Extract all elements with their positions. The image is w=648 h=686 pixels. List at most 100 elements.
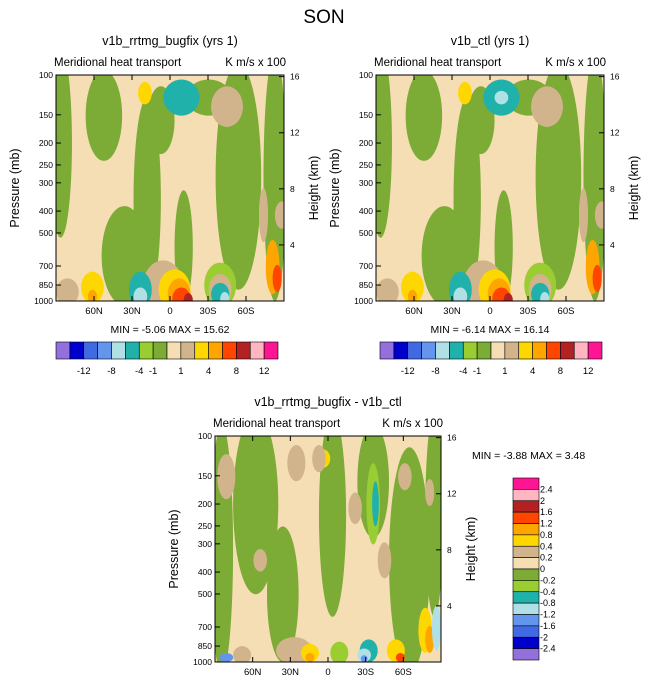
colorbar-label: -1 bbox=[149, 366, 157, 377]
colorbar-swatch bbox=[393, 341, 409, 360]
min-max-stats: MIN = -5.06 MAX = 15.62 bbox=[110, 324, 229, 336]
colorbar-swatch bbox=[512, 648, 540, 661]
x-tick-label: 60N bbox=[405, 306, 423, 317]
contour-region bbox=[376, 75, 392, 238]
colorbar-swatch bbox=[83, 341, 98, 360]
contour-region bbox=[81, 271, 104, 301]
colorbar-label: 2 bbox=[540, 496, 545, 506]
contour-region bbox=[531, 86, 563, 127]
height-tick-label: 16 bbox=[610, 72, 620, 82]
colorbar-label: -12 bbox=[77, 366, 91, 377]
colorbar-swatch bbox=[476, 341, 492, 360]
contour-region bbox=[85, 75, 123, 161]
x-tick-label: 60S bbox=[558, 306, 575, 317]
y-tick-label: 1000 bbox=[354, 296, 373, 306]
contour-field bbox=[376, 75, 604, 301]
contour-region bbox=[535, 75, 582, 290]
contour-region bbox=[458, 81, 472, 105]
colorbar-label: -1.2 bbox=[540, 610, 556, 620]
colorbar-label: 4 bbox=[206, 366, 211, 377]
contour-region bbox=[583, 75, 604, 301]
height-tick-label: 8 bbox=[447, 545, 452, 555]
colorbar-swatch bbox=[512, 614, 540, 627]
colorbar-label: -4 bbox=[459, 366, 467, 377]
y-tick-label: 700 bbox=[39, 261, 53, 271]
height-tick-label: 4 bbox=[610, 240, 615, 250]
height-tick-label: 16 bbox=[447, 433, 457, 443]
y-tick-label: 250 bbox=[198, 521, 212, 531]
height-axis-title: Height (km) bbox=[627, 156, 641, 221]
panel-title: v1b_rrtmg_bugfix - v1b_ctl bbox=[254, 395, 401, 409]
y-tick-label: 200 bbox=[359, 138, 373, 148]
contour-region bbox=[405, 75, 443, 161]
y-tick-label: 1000 bbox=[193, 657, 212, 667]
height-axis-title: Height (km) bbox=[307, 156, 321, 221]
contour-region bbox=[219, 652, 234, 662]
colorbar-swatch bbox=[512, 545, 540, 558]
contour-region bbox=[211, 86, 243, 127]
contour-region bbox=[312, 445, 326, 473]
contour-region bbox=[233, 436, 279, 595]
contour-region bbox=[183, 293, 193, 301]
colorbar-swatch bbox=[379, 341, 395, 360]
colorbar-swatch bbox=[546, 341, 561, 360]
panel-subtitle-right: K m/s x 100 bbox=[225, 57, 286, 69]
x-tick-label: 0 bbox=[167, 306, 172, 317]
contour-region bbox=[348, 492, 362, 525]
colorbar-label: -0.8 bbox=[540, 598, 556, 608]
contour-region bbox=[318, 436, 347, 617]
x-tick-label: 60S bbox=[395, 667, 412, 678]
colorbar-swatch bbox=[512, 489, 540, 502]
x-tick-label: 0 bbox=[487, 306, 492, 317]
contour-region bbox=[56, 75, 72, 238]
colorbar-swatch bbox=[512, 591, 540, 604]
colorbar-swatch bbox=[180, 341, 196, 360]
colorbar-swatch bbox=[152, 341, 168, 360]
contour-region bbox=[401, 271, 424, 301]
contour-region bbox=[274, 201, 284, 229]
panel-title: v1b_ctl (yrs 1) bbox=[451, 34, 530, 48]
colorbar-swatch bbox=[490, 341, 506, 360]
contour-region bbox=[56, 278, 79, 301]
colorbar-label: -2 bbox=[540, 632, 548, 642]
colorbar-swatch bbox=[97, 341, 112, 360]
colorbar-label: 8 bbox=[558, 366, 563, 377]
colorbar-swatch bbox=[587, 341, 603, 360]
height-tick-label: 12 bbox=[290, 128, 300, 138]
colorbar-swatch bbox=[512, 568, 540, 581]
colorbar: 2.4 21.6 1.20.80.4 0.20-0.2 -0.4-0.8 -1.2-1.6… bbox=[512, 477, 556, 661]
colorbar-label: 8 bbox=[234, 366, 239, 377]
min-max-stats: MIN = -3.88 MAX = 3.48 bbox=[472, 450, 585, 462]
colorbar-swatch bbox=[504, 341, 520, 360]
contour-region bbox=[425, 625, 435, 653]
colorbar-swatch bbox=[435, 341, 450, 360]
colorbar-label: -12 bbox=[401, 366, 415, 377]
panel-subtitle-left: Meridional heat transport bbox=[54, 57, 182, 69]
x-tick-label: 30N bbox=[443, 306, 461, 317]
x-tick-label: 30S bbox=[357, 667, 374, 678]
colorbar: -12 -8 -4 -1 1 4 8 12 bbox=[55, 341, 279, 377]
contour-region bbox=[503, 293, 513, 301]
panel-title: v1b_rrtmg_bugfix (yrs 1) bbox=[102, 34, 237, 48]
y-tick-label: 850 bbox=[198, 641, 212, 651]
panel-subtitle-left: Meridional heat transport bbox=[374, 57, 502, 69]
colorbar-swatch bbox=[166, 341, 182, 360]
colorbar-label: -8 bbox=[431, 366, 439, 377]
colorbar-label: -0.2 bbox=[540, 575, 556, 585]
y-tick-label: 500 bbox=[198, 589, 212, 599]
colorbar-label: 0.4 bbox=[540, 541, 553, 551]
contour-region bbox=[425, 478, 435, 507]
contour-region bbox=[395, 652, 405, 662]
y-tick-label: 500 bbox=[359, 228, 373, 238]
colorbar-swatch bbox=[512, 580, 540, 593]
x-tick-label: 60S bbox=[238, 306, 255, 317]
colorbar-label: 1.6 bbox=[540, 507, 553, 517]
contour-region bbox=[87, 289, 98, 301]
y-tick-label: 200 bbox=[198, 499, 212, 509]
colorbar-swatch bbox=[111, 341, 126, 360]
contour-field bbox=[215, 436, 441, 662]
contour-region bbox=[258, 188, 269, 243]
colorbar-label: -0.4 bbox=[540, 587, 556, 597]
colorbar-label: -4 bbox=[135, 366, 143, 377]
